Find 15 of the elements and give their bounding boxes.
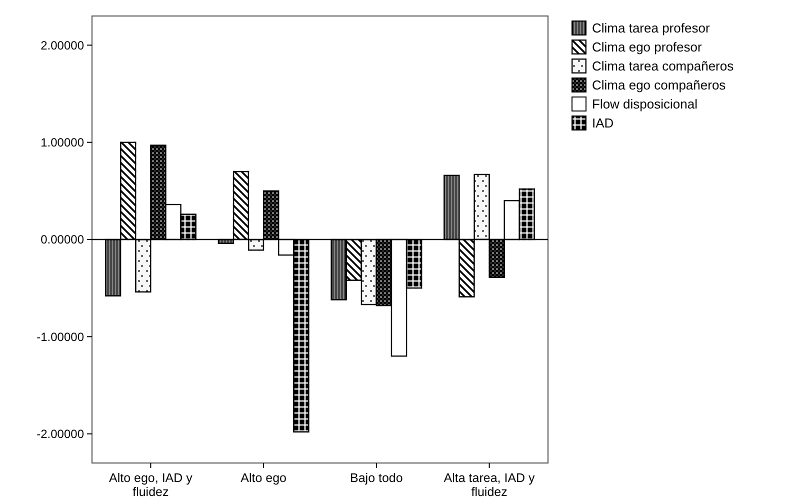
x-tick-label: Alto ego, IAD y fluidez xyxy=(109,471,194,499)
legend-label: Flow disposicional xyxy=(592,96,698,112)
y-tick-label: 2.00000 xyxy=(40,38,84,52)
legend-label: Clima ego profesor xyxy=(592,40,702,55)
x-tick-label: Bajo todo xyxy=(350,471,403,485)
x-tick-label: Alto ego xyxy=(240,471,287,485)
y-tick-label: 0.00000 xyxy=(40,232,84,247)
legend-label: Clima tarea profesor xyxy=(592,20,710,36)
y-tick-label: -2.00000 xyxy=(36,427,84,442)
legend-label: IAD xyxy=(592,116,614,131)
x-tick-label: Alta tarea, IAD y fluidez xyxy=(444,471,536,499)
y-tick-label: 1.00000 xyxy=(40,136,84,150)
legend-label: Clima tarea compañeros xyxy=(592,58,734,74)
y-tick-label: -1.00000 xyxy=(36,330,84,344)
legend-label: Clima ego compañeros xyxy=(592,78,726,93)
